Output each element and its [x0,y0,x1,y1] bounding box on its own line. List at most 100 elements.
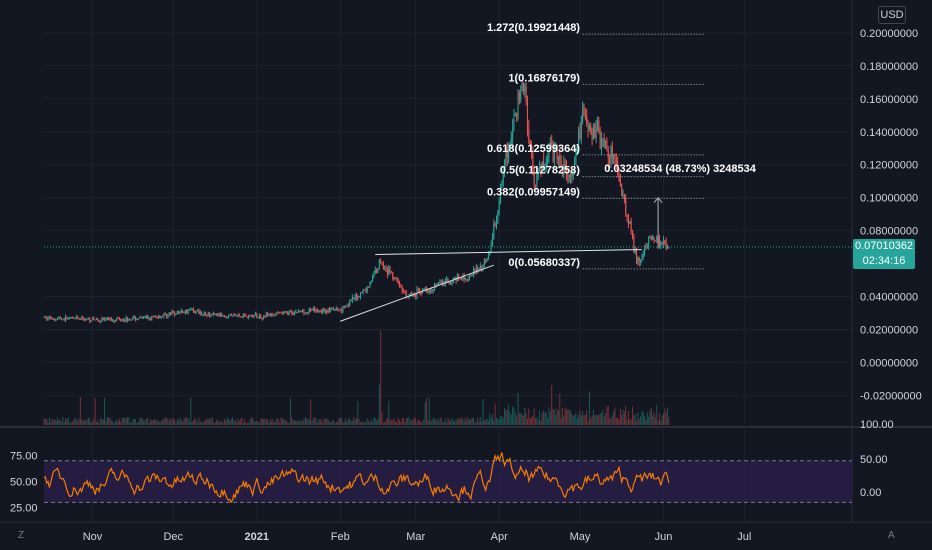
volume-bar [381,412,383,425]
volume-bar [153,419,155,425]
candle-body [520,91,522,100]
candle-body [52,318,54,320]
volume-bar [226,417,228,425]
zoom-toggle[interactable]: Z [18,530,25,541]
volume-bar [141,418,143,425]
time-axis[interactable]: Nov Dec 2021 Feb Mar Apr May Jun Jul [83,531,752,543]
volume-bar [502,417,504,425]
volume-bar [79,397,81,425]
volume-bar [149,419,151,425]
volume-bar [575,412,577,425]
candle-body [599,133,601,148]
volume-bar [522,415,524,425]
volume-bar [328,421,330,425]
candle-body [226,316,228,318]
volume-bar [588,391,590,425]
candle-body [116,317,118,321]
candle-body [354,294,356,300]
candle-body [337,308,339,310]
volume-bar [66,419,68,425]
volume-bar [490,417,492,425]
volume-bar [606,406,608,425]
volume-bar [90,422,92,425]
volume-bar [497,418,499,425]
volume-bar [420,421,422,425]
volume-bar [75,418,77,425]
candle-body [439,282,441,284]
volume-bar [69,422,71,425]
candle-body [214,313,216,315]
candle-body [304,313,306,315]
candle-body [213,313,215,315]
candle-body [368,286,370,288]
resistance-line [375,249,642,256]
candle-body [310,308,312,311]
candle-body [96,318,98,320]
candle-body [618,170,620,178]
volume-bar [378,384,380,425]
candle-body [619,177,621,187]
candle-body [378,259,380,269]
volume-bar [421,422,423,425]
candle-body [442,280,444,285]
candle-body [311,309,313,311]
volume-bar [434,418,436,425]
volume-bar [373,417,375,425]
candle-body [206,315,208,317]
price-tick-label: 0.04000000 [860,292,918,304]
rsi-axis[interactable]: 75.00 50.00 25.00 100.00 50.00 0.00 [10,419,894,515]
candle-body [287,312,289,316]
volume-bar [140,417,142,425]
candle-body [319,310,321,312]
candle-body [409,293,411,296]
volume-bar [223,418,225,425]
volume-bar [322,422,324,425]
currency-label[interactable]: USD [878,6,906,24]
volume-bar [364,422,366,425]
volume-bar [458,418,460,425]
volume-bar [372,421,374,425]
candle-body [634,250,636,253]
volume-bar [408,417,410,425]
volume-bar [323,418,325,425]
volume-bar [104,397,106,425]
candle-body [341,309,343,312]
candle-body [184,309,186,313]
candle-body [339,309,341,311]
last-price-value: 0.07010362 [854,240,914,252]
price-tick-label: 0.18000000 [860,61,918,73]
candle-body [148,318,150,320]
candle-body [528,130,530,140]
candle-body [129,319,131,321]
volume-bar [582,411,584,425]
candle-body [94,319,96,321]
volume-bar [642,411,644,425]
auto-scale-toggle[interactable]: A [888,530,895,541]
volume-bar [368,420,370,425]
volume-bar [129,422,131,425]
candle-body [171,311,173,315]
candle-body [500,185,502,201]
volume-bar [654,417,656,425]
volume-bar [385,419,387,425]
volume-bar [227,418,229,425]
volume-bar [459,418,461,425]
volume-bar [288,422,290,425]
candle-body [506,149,508,158]
volume-bar [82,420,84,425]
price-axis[interactable]: 0.20000000 0.18000000 0.16000000 0.14000000… [860,28,922,402]
volume-bar [291,417,293,425]
candle-body [66,316,68,320]
volume-bar [237,418,239,425]
candle-body [133,316,135,318]
volume-bar [230,418,232,425]
volume-bar [240,418,242,425]
candle-body [543,161,545,167]
candle-body [328,308,330,312]
candle-body [56,318,58,320]
volume-bar [452,420,454,425]
volume-bar [283,418,285,425]
candle-body [617,162,619,171]
candle-body [435,284,437,286]
